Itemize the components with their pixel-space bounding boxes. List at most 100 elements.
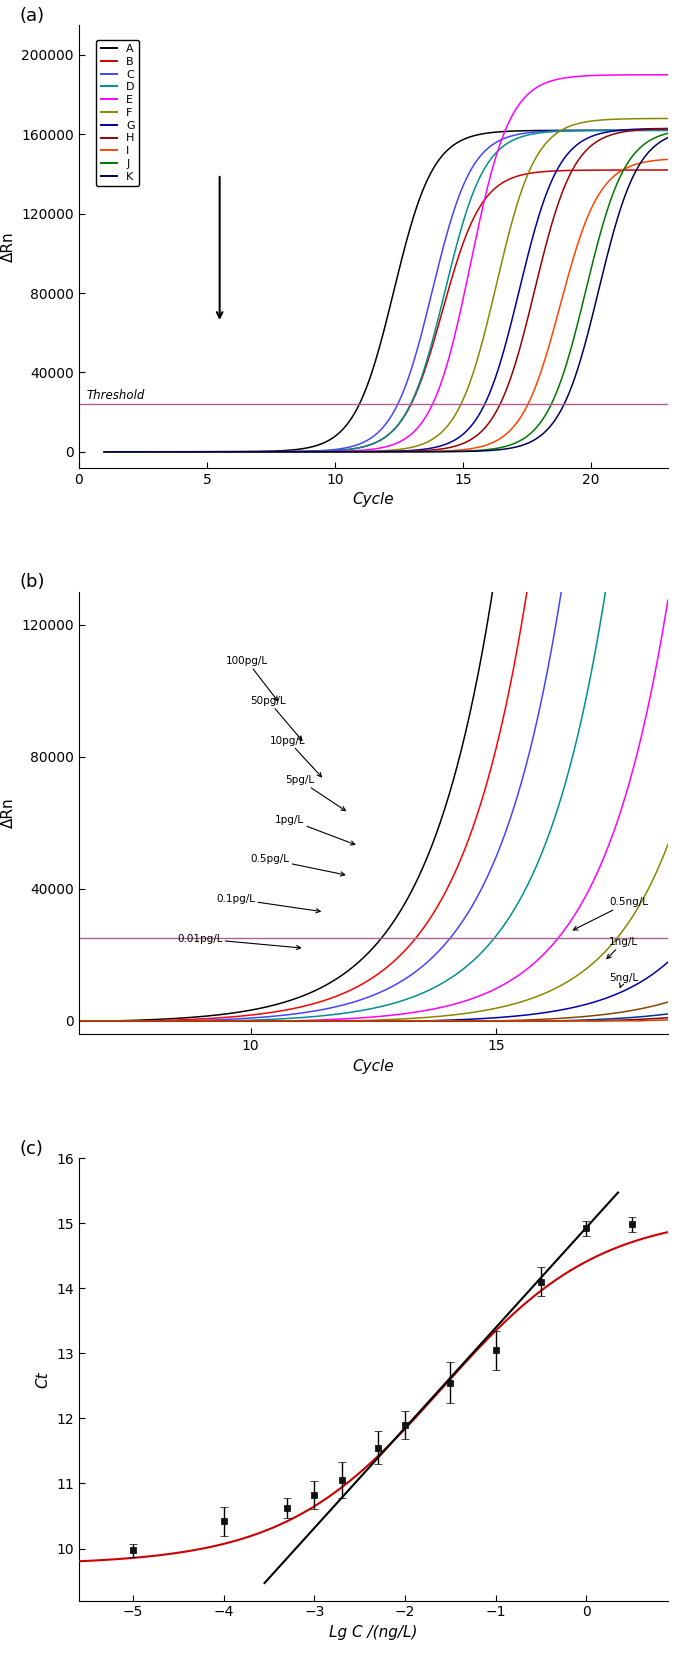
H <box>525 305 533 325</box>
C <box>100 442 108 463</box>
D <box>477 166 485 186</box>
Line: F: F <box>104 119 668 453</box>
Text: 0.5pg/L: 0.5pg/L <box>251 855 345 877</box>
G <box>432 437 440 458</box>
C <box>664 121 672 141</box>
E <box>245 442 253 463</box>
F <box>664 109 672 129</box>
E <box>432 385 440 406</box>
C <box>432 263 440 283</box>
Text: 1pg/L: 1pg/L <box>275 815 355 845</box>
C <box>245 442 253 463</box>
H <box>100 442 108 463</box>
X-axis label: Cycle: Cycle <box>353 493 394 508</box>
D <box>432 315 440 335</box>
K <box>525 432 533 453</box>
K <box>477 441 485 461</box>
K <box>664 127 672 147</box>
F <box>100 442 108 463</box>
B <box>245 442 253 463</box>
Line: C: C <box>104 131 668 453</box>
Line: D: D <box>104 131 668 453</box>
Text: 5pg/L: 5pg/L <box>285 774 345 811</box>
Text: Threshold: Threshold <box>86 389 145 402</box>
F <box>432 426 440 446</box>
Line: K: K <box>104 137 668 453</box>
H <box>664 119 672 139</box>
Line: B: B <box>104 169 668 453</box>
H <box>477 422 485 442</box>
C <box>200 442 208 463</box>
Text: (b): (b) <box>20 573 45 592</box>
Line: I: I <box>104 159 668 453</box>
Text: 5ng/L: 5ng/L <box>609 974 638 987</box>
X-axis label: Lg C /(ng/L): Lg C /(ng/L) <box>329 1626 418 1641</box>
G <box>664 119 672 139</box>
Text: 50pg/L: 50pg/L <box>251 696 302 741</box>
G <box>477 402 485 422</box>
E <box>200 442 208 463</box>
I <box>245 442 253 463</box>
I <box>525 392 533 412</box>
Text: (c): (c) <box>20 1140 44 1158</box>
D <box>664 121 672 141</box>
E <box>477 206 485 226</box>
Text: 1ng/L: 1ng/L <box>607 937 638 959</box>
J <box>432 441 440 461</box>
Line: H: H <box>104 129 668 453</box>
A <box>525 121 533 141</box>
G <box>245 442 253 463</box>
Text: 10pg/L: 10pg/L <box>271 736 321 778</box>
J <box>477 441 485 461</box>
A <box>245 441 253 461</box>
Text: (a): (a) <box>20 7 45 25</box>
D <box>100 442 108 463</box>
J <box>200 442 208 463</box>
J <box>100 442 108 463</box>
A <box>477 124 485 144</box>
E <box>664 65 672 85</box>
Text: 0.1pg/L: 0.1pg/L <box>216 893 321 913</box>
Line: A: A <box>104 131 668 453</box>
Text: 0.01pg/L: 0.01pg/L <box>177 934 301 950</box>
Line: E: E <box>104 75 668 453</box>
Line: G: G <box>104 129 668 453</box>
C <box>525 122 533 142</box>
J <box>356 442 364 463</box>
I <box>356 442 364 463</box>
K <box>100 442 108 463</box>
X-axis label: Cycle: Cycle <box>353 1059 394 1074</box>
K <box>432 442 440 463</box>
K <box>356 442 364 463</box>
F <box>477 339 485 359</box>
J <box>245 442 253 463</box>
B <box>525 164 533 184</box>
A <box>356 394 364 414</box>
K <box>200 442 208 463</box>
J <box>525 426 533 446</box>
F <box>525 163 533 183</box>
A <box>200 442 208 463</box>
Text: 0.5ng/L: 0.5ng/L <box>573 897 648 930</box>
D <box>525 124 533 144</box>
H <box>432 439 440 459</box>
B <box>432 322 440 342</box>
F <box>356 441 364 461</box>
B <box>100 442 108 463</box>
F <box>200 442 208 463</box>
A <box>664 121 672 141</box>
J <box>664 124 672 144</box>
B <box>200 442 208 463</box>
G <box>200 442 208 463</box>
I <box>477 437 485 458</box>
I <box>664 149 672 169</box>
Legend: A, B, C, D, E, F, G, H, I, J, K: A, B, C, D, E, F, G, H, I, J, K <box>96 40 139 186</box>
G <box>100 442 108 463</box>
F <box>245 442 253 463</box>
Text: 100pg/L: 100pg/L <box>226 657 277 701</box>
B <box>477 196 485 216</box>
D <box>200 442 208 463</box>
Y-axis label: Ct: Ct <box>36 1371 51 1388</box>
H <box>200 442 208 463</box>
H <box>245 442 253 463</box>
